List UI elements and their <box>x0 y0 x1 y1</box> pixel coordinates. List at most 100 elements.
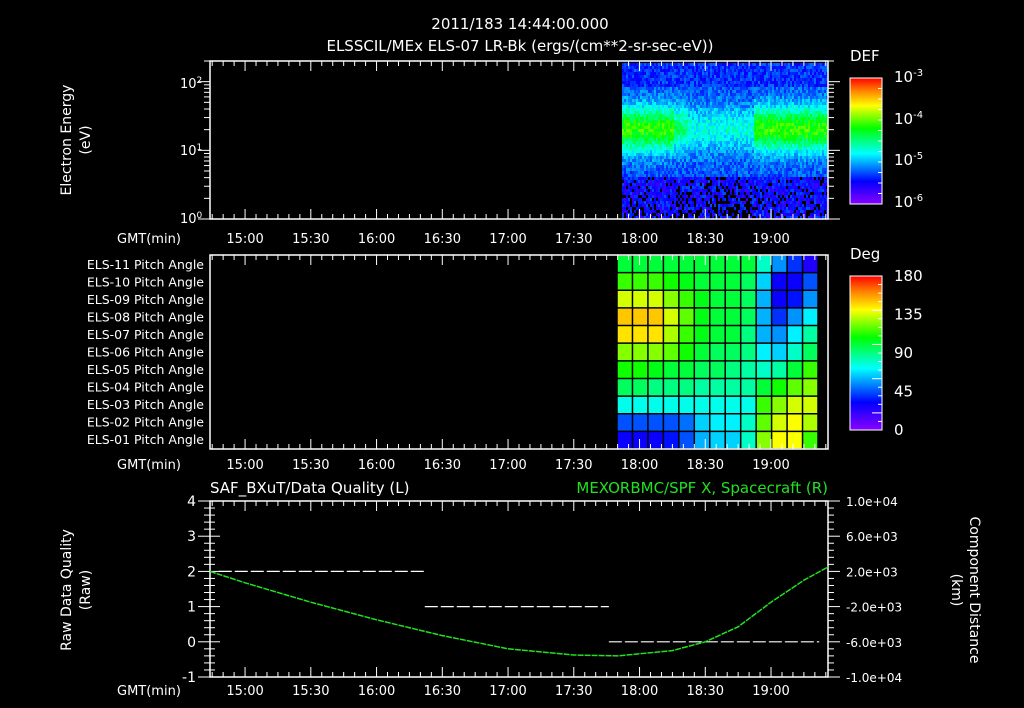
pitch-cell <box>647 325 664 344</box>
pitch-cell <box>663 325 680 344</box>
pitch-cell <box>694 378 711 397</box>
pitch-cell <box>694 431 711 450</box>
pitch-cell <box>709 396 726 415</box>
spectrogram-image <box>622 63 828 219</box>
p3-xlabel: GMT(min) <box>117 684 181 699</box>
pitch-cell <box>632 378 649 397</box>
pitch-row-label: ELS-10 Pitch Angle <box>87 275 204 290</box>
p3-x-tick-labels: 15:00 15:30 16:00 16:30 17:00 17:30 18:00 18:30… <box>226 684 789 699</box>
pitch-cell <box>678 413 695 432</box>
pitch-cell <box>756 431 773 450</box>
pitch-cell <box>787 325 804 344</box>
cb-tick-1e-6: 10-6 <box>894 193 923 211</box>
pitch-cell <box>802 325 819 344</box>
def-colorbar-labels: 10-3 10-4 10-5 10-6 <box>894 68 923 211</box>
pitch-cell <box>663 396 680 415</box>
pitch-cell <box>663 255 680 274</box>
pitch-cell <box>740 325 757 344</box>
p1-xlabel: GMT(min) <box>117 232 181 247</box>
quality-position-panel: SAF_BXuT/Data Quality (L) MEXORBMC/SPF X… <box>59 479 982 699</box>
pitch-cell <box>678 325 695 344</box>
pitch-cell <box>771 290 788 309</box>
pitch-cell <box>694 290 711 309</box>
pitch-cell <box>663 290 680 309</box>
pitch-cell <box>617 290 633 309</box>
pitch-cell <box>740 360 757 379</box>
pitch-cell <box>647 272 664 291</box>
pitch-cell <box>756 325 773 344</box>
pitch-cell <box>694 360 711 379</box>
pitch-row-label: ELS-01 Pitch Angle <box>87 432 204 447</box>
pitch-cell <box>663 431 680 450</box>
pitch-cell <box>709 290 726 309</box>
p3-frame <box>209 500 829 678</box>
pitch-cell <box>678 343 695 362</box>
pitch-cell <box>647 396 664 415</box>
pitch-cell <box>740 255 757 274</box>
pitch-cell <box>787 272 804 291</box>
p3-right-y-labels: 1.0e+046.0e+032.0e+03-2.0e+03-6.0e+03-1.… <box>846 495 902 685</box>
pitch-row-label: ELS-03 Pitch Angle <box>87 397 204 412</box>
pitch-cell <box>694 255 711 274</box>
pitch-cell <box>802 378 819 397</box>
pitch-cell <box>709 325 726 344</box>
deg-colorbar <box>849 275 883 431</box>
pitch-cell <box>694 413 711 432</box>
cb-tick-1e-5: 10-5 <box>894 151 923 169</box>
energy-y-axis-labels: 102 101 100 <box>180 76 203 227</box>
pitch-cell <box>709 431 726 450</box>
pitch-cell <box>663 272 680 291</box>
pitch-cell <box>756 413 773 432</box>
p3-left-axis-title: Raw Data Quality <box>59 529 75 651</box>
energy-axis-title: Electron Energy <box>59 85 75 196</box>
pitch-cell <box>725 343 742 362</box>
pitch-row-label: ELS-07 Pitch Angle <box>87 327 204 342</box>
pitch-cell <box>802 343 819 362</box>
pitch-cell <box>802 360 819 379</box>
pitch-cell <box>802 272 819 291</box>
p3-left-axis-unit: (Raw) <box>78 570 94 610</box>
pitch-cell <box>756 290 773 309</box>
pitch-cell <box>740 290 757 309</box>
pitch-cell <box>647 343 664 362</box>
pitch-cell <box>771 413 788 432</box>
ytick-1e0: 100 <box>180 211 203 227</box>
pitch-cell <box>678 255 695 274</box>
pitch-cell <box>617 272 633 291</box>
pitch-cell <box>771 431 788 450</box>
pitch-cell <box>756 255 773 274</box>
pitch-cell <box>756 272 773 291</box>
pitch-cell <box>617 396 633 415</box>
pitch-cell <box>617 378 633 397</box>
pitch-cell <box>709 360 726 379</box>
pitch-cell <box>725 307 742 327</box>
pitch-cell <box>647 255 664 274</box>
p2-xlabel: GMT(min) <box>117 458 181 473</box>
pitch-row-label: ELS-08 Pitch Angle <box>87 310 204 325</box>
ytick-1e2: 102 <box>180 76 202 92</box>
pitch-cell <box>771 272 788 291</box>
pitch-cell <box>802 431 819 450</box>
energy-axis-unit: (eV) <box>78 125 94 154</box>
pitch-cell <box>740 307 757 327</box>
pitch-cell <box>709 307 726 327</box>
spectrogram-ticks <box>198 60 840 220</box>
pitch-cell <box>647 360 664 379</box>
pitch-cell <box>694 343 711 362</box>
pitch-cell <box>725 413 742 432</box>
pitch-cell <box>802 413 819 432</box>
pitch-cell <box>678 307 695 327</box>
pitch-row-label: ELS-06 Pitch Angle <box>87 345 204 360</box>
pitch-cell <box>740 272 757 291</box>
pitch-cell <box>709 272 726 291</box>
def-colorbar-label: DEF <box>850 47 880 65</box>
pitch-cell <box>663 307 680 327</box>
pitch-cell <box>632 325 649 344</box>
pitch-cell <box>632 290 649 309</box>
pitch-cell <box>617 431 633 450</box>
pitch-cell <box>771 360 788 379</box>
ytick-1e1: 101 <box>180 143 202 159</box>
pitch-cell <box>725 431 742 450</box>
